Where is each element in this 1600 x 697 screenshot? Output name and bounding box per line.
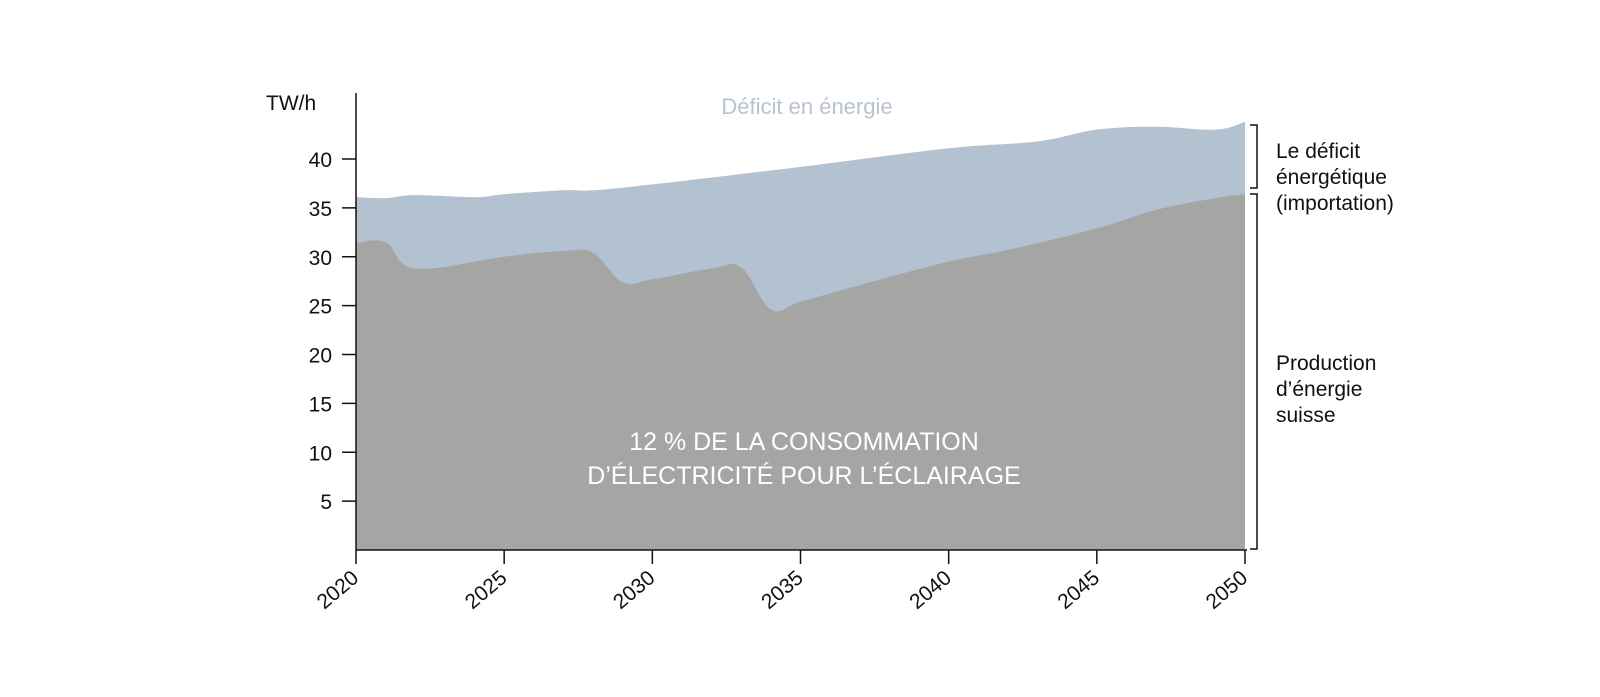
center-annotation-line-2: D’ÉLECTRICITÉ POUR L’ÉCLAIRAGE (587, 461, 1020, 490)
x-tick-label: 2050 (1202, 566, 1253, 614)
y-tick-label: 40 (309, 149, 332, 172)
x-tick-label: 2030 (609, 566, 660, 614)
x-tick-label: 2040 (905, 566, 956, 614)
area-production (356, 194, 1245, 550)
y-axis-label: TW/h (266, 92, 316, 115)
y-tick-label: 5 (320, 491, 332, 514)
label-line: énergétique (1276, 166, 1387, 189)
bracket-deficit (1250, 124, 1258, 189)
y-tick-label: 20 (309, 345, 332, 368)
bracket-deficit-label: Le déficit énergétique (importation) (1276, 139, 1394, 217)
x-tick-label: 2045 (1053, 566, 1104, 614)
bracket-production-label: Production d’énergie suisse (1276, 351, 1376, 429)
label-line: Production (1276, 352, 1377, 375)
label-line: Le déficit (1276, 140, 1361, 163)
y-tick-label: 30 (309, 247, 332, 270)
y-tick-label: 15 (309, 393, 332, 416)
y-tick-label: 10 (309, 442, 332, 465)
label-line: (importation) (1276, 192, 1394, 215)
x-tick-label: 2035 (757, 566, 808, 614)
series-label-deficit: Déficit en énergie (721, 94, 892, 119)
y-tick-label: 25 (309, 296, 332, 319)
x-tick-label: 2020 (313, 566, 364, 614)
x-tick-label: 2025 (461, 566, 512, 614)
label-line: d’énergie (1276, 378, 1363, 401)
label-line: suisse (1276, 404, 1336, 427)
y-tick-label: 35 (309, 198, 332, 221)
bracket-production (1250, 193, 1258, 550)
center-annotation-line-1: 12 % DE LA CONSOMMATION (629, 428, 979, 456)
